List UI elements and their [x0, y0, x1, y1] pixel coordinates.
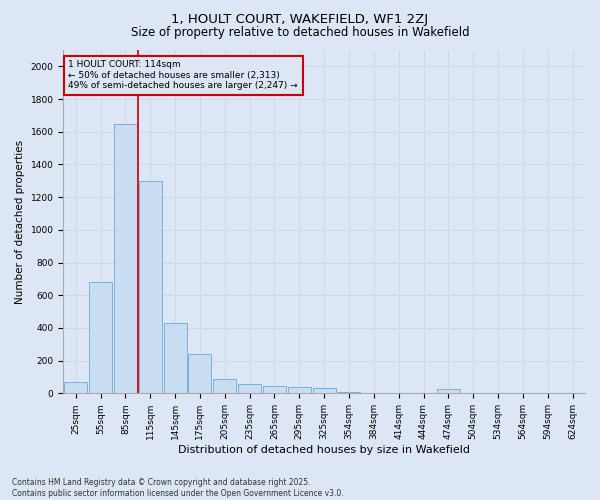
Text: Contains HM Land Registry data © Crown copyright and database right 2025.
Contai: Contains HM Land Registry data © Crown c… — [12, 478, 344, 498]
Bar — [313, 388, 335, 394]
Text: Size of property relative to detached houses in Wakefield: Size of property relative to detached ho… — [131, 26, 469, 39]
Bar — [288, 387, 311, 394]
Bar — [114, 124, 137, 394]
Text: 1, HOULT COURT, WAKEFIELD, WF1 2ZJ: 1, HOULT COURT, WAKEFIELD, WF1 2ZJ — [172, 12, 428, 26]
Bar — [164, 323, 187, 394]
Bar — [238, 384, 261, 394]
Bar — [263, 386, 286, 394]
Bar — [64, 382, 87, 394]
Bar — [214, 378, 236, 394]
Bar — [338, 392, 361, 394]
X-axis label: Distribution of detached houses by size in Wakefield: Distribution of detached houses by size … — [178, 445, 470, 455]
Text: 1 HOULT COURT: 114sqm
← 50% of detached houses are smaller (2,313)
49% of semi-d: 1 HOULT COURT: 114sqm ← 50% of detached … — [68, 60, 298, 90]
Bar — [89, 282, 112, 394]
Bar — [188, 354, 211, 394]
Y-axis label: Number of detached properties: Number of detached properties — [15, 140, 25, 304]
Bar — [437, 390, 460, 394]
Bar — [139, 181, 161, 394]
